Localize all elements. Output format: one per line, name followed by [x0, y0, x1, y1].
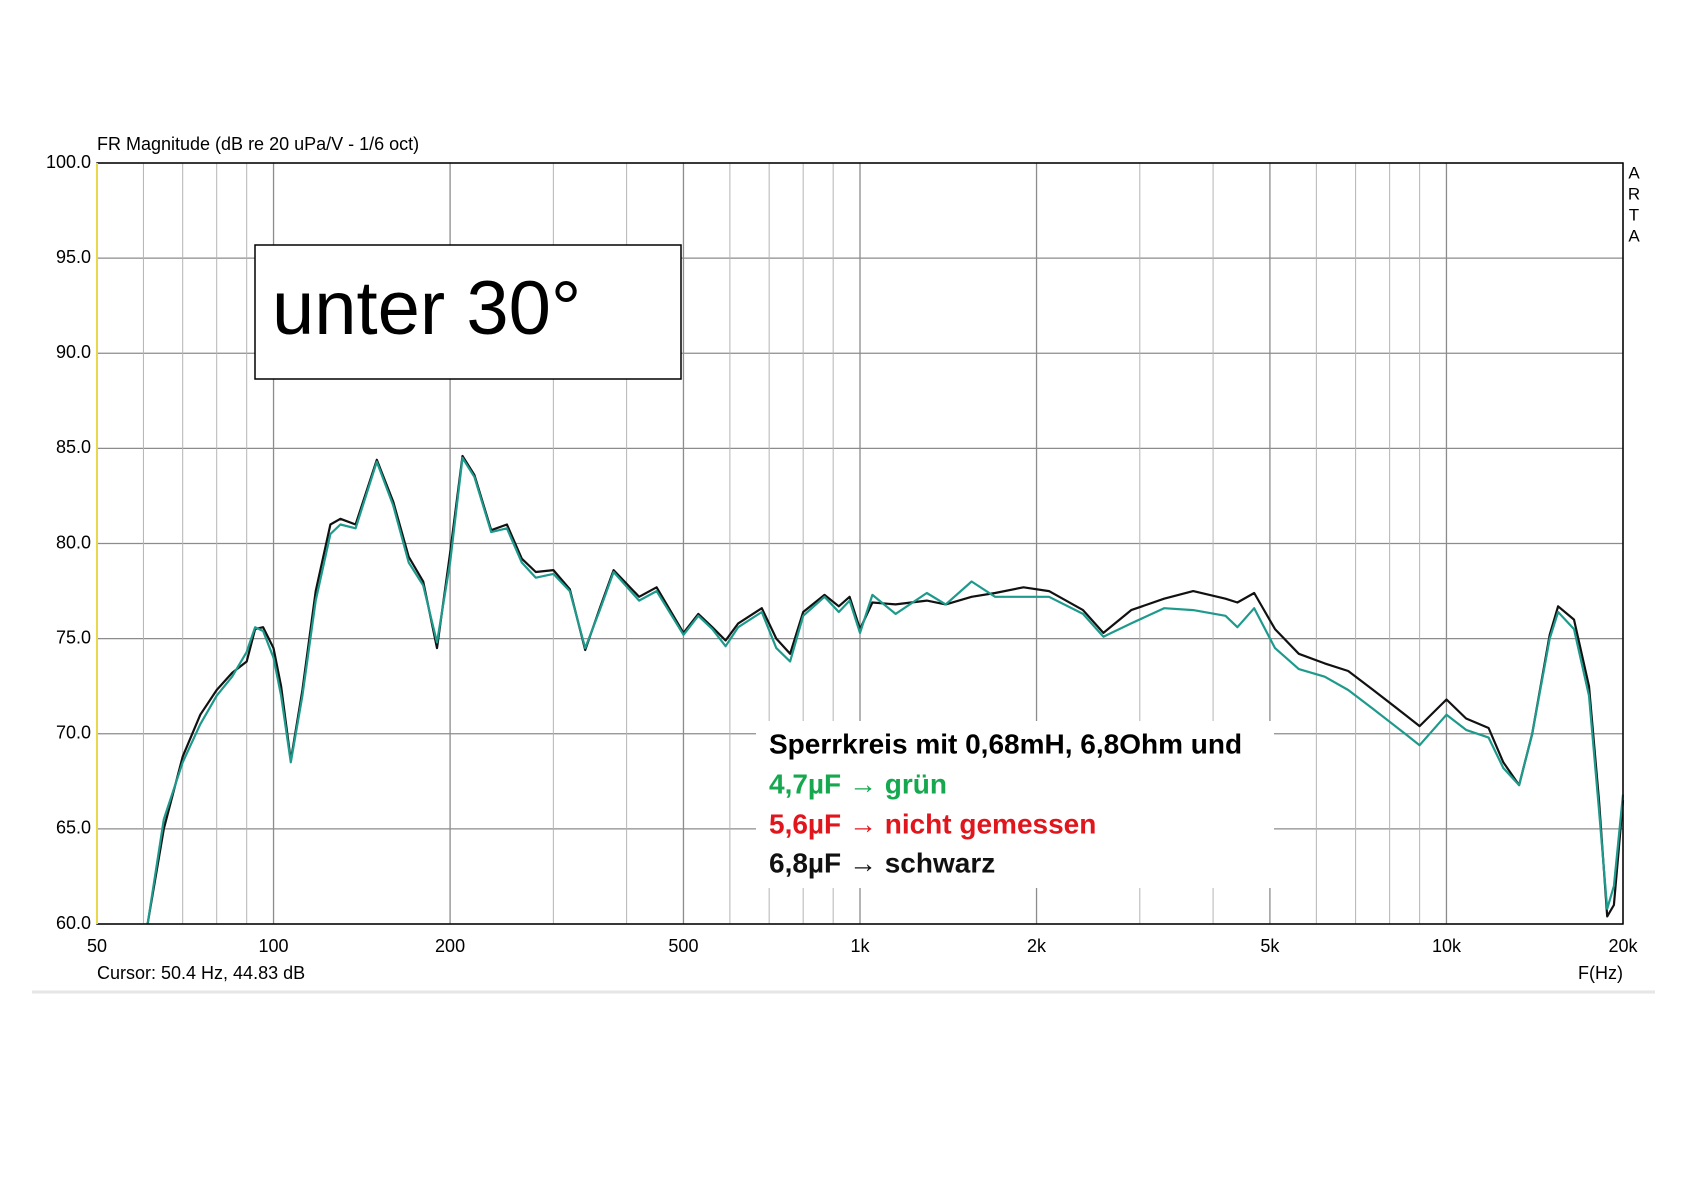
x-tick-label: 1k: [850, 936, 870, 956]
lines: [146, 454, 1625, 925]
y-tick-label: 90.0: [56, 342, 91, 362]
chart-title: FR Magnitude (dB re 20 uPa/V - 1/6 oct): [97, 134, 419, 154]
y-tick-label: 75.0: [56, 627, 91, 647]
y-tick-label: 70.0: [56, 723, 91, 743]
x-tick-label: 100: [259, 936, 289, 956]
legend-entry: 6,8µF → schwarz: [769, 847, 995, 878]
watermark-letter: R: [1628, 184, 1640, 203]
annotation-box: [254, 244, 682, 380]
watermark-letter: A: [1628, 226, 1640, 245]
annotation: unter 30°: [272, 266, 581, 351]
legend-box: [756, 721, 1274, 888]
legend-note: 5,6µF → nicht gemessen: [769, 808, 1096, 839]
x-tick-label: 2k: [1027, 936, 1047, 956]
x-tick-label: 500: [668, 936, 698, 956]
y-tick-label: 95.0: [56, 247, 91, 267]
x-tick-label: 20k: [1608, 936, 1638, 956]
series-line: [146, 454, 1625, 925]
watermark-letter: T: [1629, 205, 1639, 224]
legend-entry: 4,7µF → grün: [769, 768, 947, 799]
x-tick-label: 200: [435, 936, 465, 956]
x-tick-label: 10k: [1432, 936, 1462, 956]
series-line: [146, 456, 1625, 925]
x-axis-label: F(Hz): [1578, 963, 1623, 983]
y-tick-label: 80.0: [56, 532, 91, 552]
x-tick-label: 50: [87, 936, 107, 956]
cursor-readout: Cursor: 50.4 Hz, 44.83 dB: [97, 963, 305, 983]
y-tick-label: 85.0: [56, 437, 91, 457]
y-tick-label: 100.0: [46, 152, 91, 172]
y-tick-label: 60.0: [56, 913, 91, 933]
y-tick-label: 65.0: [56, 818, 91, 838]
x-tick-label: 5k: [1260, 936, 1280, 956]
legend: Sperrkreis mit 0,68mH, 6,8Ohm und 4,7µF →…: [769, 728, 1242, 878]
legend-heading: Sperrkreis mit 0,68mH, 6,8Ohm und: [769, 728, 1242, 759]
watermark-letter: A: [1628, 163, 1640, 182]
